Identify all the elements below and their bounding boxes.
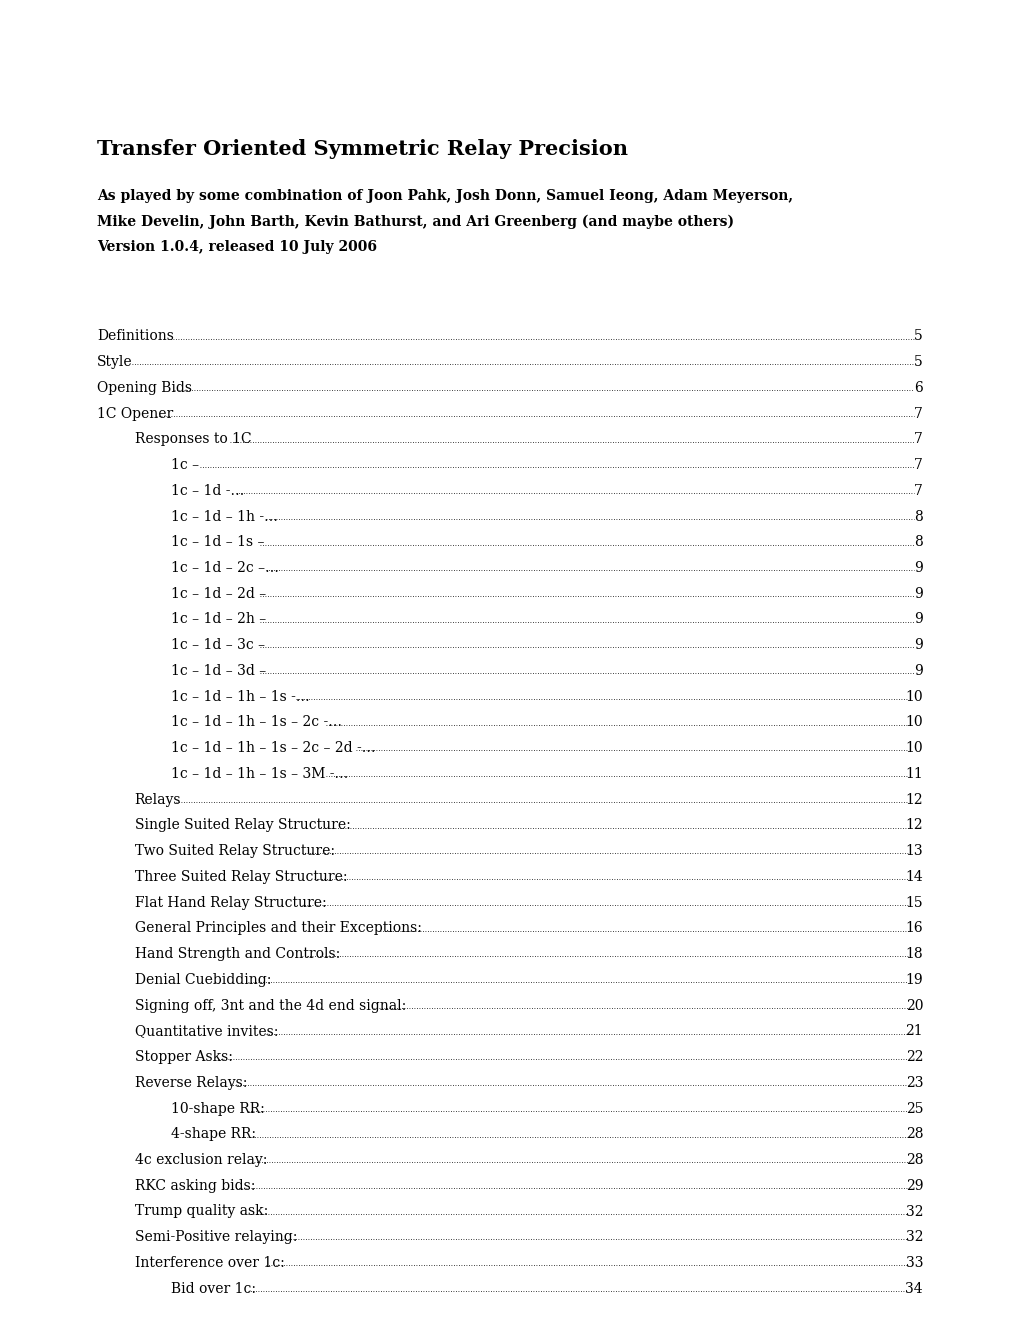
Text: 32: 32 [905, 1230, 922, 1245]
Text: 1c – 1d – 2h –: 1c – 1d – 2h – [171, 612, 266, 627]
Text: 13: 13 [905, 845, 922, 858]
Text: Interference over 1c:: Interference over 1c: [135, 1257, 284, 1270]
Text: General Principles and their Exceptions:: General Principles and their Exceptions: [135, 921, 421, 936]
Text: 10: 10 [905, 689, 922, 704]
Text: Transfer Oriented Symmetric Relay Precision: Transfer Oriented Symmetric Relay Precis… [97, 139, 628, 158]
Text: 1c – 1d – 3c –: 1c – 1d – 3c – [171, 639, 265, 652]
Text: 29: 29 [905, 1179, 922, 1193]
Text: Mike Develin, John Barth, Kevin Bathurst, and Ari Greenberg (and maybe others): Mike Develin, John Barth, Kevin Bathurst… [97, 214, 734, 228]
Text: 5: 5 [913, 330, 922, 343]
Text: 1c – 1d – 1h – 1s – 3M -…: 1c – 1d – 1h – 1s – 3M -… [171, 767, 348, 781]
Text: 1c – 1d – 2d –: 1c – 1d – 2d – [171, 587, 266, 601]
Text: 9: 9 [913, 664, 922, 678]
Text: 8: 8 [913, 510, 922, 524]
Text: 8: 8 [913, 536, 922, 549]
Text: 12: 12 [905, 818, 922, 833]
Text: Version 1.0.4, released 10 July 2006: Version 1.0.4, released 10 July 2006 [97, 240, 377, 255]
Text: Style: Style [97, 355, 132, 370]
Text: 5: 5 [913, 355, 922, 370]
Text: 14: 14 [905, 870, 922, 884]
Text: Single Suited Relay Structure:: Single Suited Relay Structure: [135, 818, 351, 833]
Text: 11: 11 [905, 767, 922, 781]
Text: 9: 9 [913, 587, 922, 601]
Text: 23: 23 [905, 1076, 922, 1090]
Text: Hand Strength and Controls:: Hand Strength and Controls: [135, 948, 339, 961]
Text: Signing off, 3nt and the 4d end signal:: Signing off, 3nt and the 4d end signal: [135, 999, 406, 1012]
Text: Three Suited Relay Structure:: Three Suited Relay Structure: [135, 870, 346, 884]
Text: Relays: Relays [135, 792, 181, 807]
Text: 7: 7 [913, 433, 922, 446]
Text: 1c – 1d – 1h -…: 1c – 1d – 1h -… [171, 510, 278, 524]
Text: 1C Opener: 1C Opener [97, 407, 173, 421]
Text: 9: 9 [913, 612, 922, 627]
Text: 6: 6 [913, 381, 922, 395]
Text: 9: 9 [913, 639, 922, 652]
Text: 1c – 1d – 2c –…: 1c – 1d – 2c –… [171, 561, 279, 576]
Text: 22: 22 [905, 1051, 922, 1064]
Text: Trump quality ask:: Trump quality ask: [135, 1205, 268, 1218]
Text: 7: 7 [913, 407, 922, 421]
Text: 28: 28 [905, 1154, 922, 1167]
Text: 1c – 1d -…: 1c – 1d -… [171, 484, 245, 498]
Text: 10-shape RR:: 10-shape RR: [171, 1101, 265, 1115]
Text: Stopper Asks:: Stopper Asks: [135, 1051, 232, 1064]
Text: Two Suited Relay Structure:: Two Suited Relay Structure: [135, 845, 334, 858]
Text: 7: 7 [913, 458, 922, 473]
Text: 32: 32 [905, 1205, 922, 1218]
Text: 28: 28 [905, 1127, 922, 1142]
Text: 18: 18 [905, 948, 922, 961]
Text: 1c – 1d – 1h – 1s – 2c -…: 1c – 1d – 1h – 1s – 2c -… [171, 715, 342, 730]
Text: 34: 34 [905, 1282, 922, 1296]
Text: 7: 7 [913, 484, 922, 498]
Text: 25: 25 [905, 1101, 922, 1115]
Text: 20: 20 [905, 999, 922, 1012]
Text: 33: 33 [905, 1257, 922, 1270]
Text: Responses to 1C: Responses to 1C [135, 433, 251, 446]
Text: 10: 10 [905, 742, 922, 755]
Text: 4-shape RR:: 4-shape RR: [171, 1127, 256, 1142]
Text: 16: 16 [905, 921, 922, 936]
Text: As played by some combination of Joon Pahk, Josh Donn, Samuel Ieong, Adam Meyers: As played by some combination of Joon Pa… [97, 189, 792, 203]
Text: Reverse Relays:: Reverse Relays: [135, 1076, 247, 1090]
Text: Opening Bids: Opening Bids [97, 381, 192, 395]
Text: 1c – 1d – 1h – 1s -…: 1c – 1d – 1h – 1s -… [171, 689, 310, 704]
Text: Bid over 1c:: Bid over 1c: [171, 1282, 256, 1296]
Text: Definitions: Definitions [97, 330, 173, 343]
Text: 10: 10 [905, 715, 922, 730]
Text: 1c – 1d – 3d –: 1c – 1d – 3d – [171, 664, 266, 678]
Text: 19: 19 [905, 973, 922, 987]
Text: 1c – 1d – 1s –: 1c – 1d – 1s – [171, 536, 265, 549]
Text: 4c exclusion relay:: 4c exclusion relay: [135, 1154, 267, 1167]
Text: 21: 21 [905, 1024, 922, 1039]
Text: RKC asking bids:: RKC asking bids: [135, 1179, 255, 1193]
Text: 1c –: 1c – [171, 458, 200, 473]
Text: Quantitative invites:: Quantitative invites: [135, 1024, 278, 1039]
Text: 12: 12 [905, 792, 922, 807]
Text: 15: 15 [905, 896, 922, 909]
Text: Denial Cuebidding:: Denial Cuebidding: [135, 973, 271, 987]
Text: 9: 9 [913, 561, 922, 576]
Text: 1c – 1d – 1h – 1s – 2c – 2d -…: 1c – 1d – 1h – 1s – 2c – 2d -… [171, 742, 375, 755]
Text: Semi-Positive relaying:: Semi-Positive relaying: [135, 1230, 297, 1245]
Text: Flat Hand Relay Structure:: Flat Hand Relay Structure: [135, 896, 330, 909]
